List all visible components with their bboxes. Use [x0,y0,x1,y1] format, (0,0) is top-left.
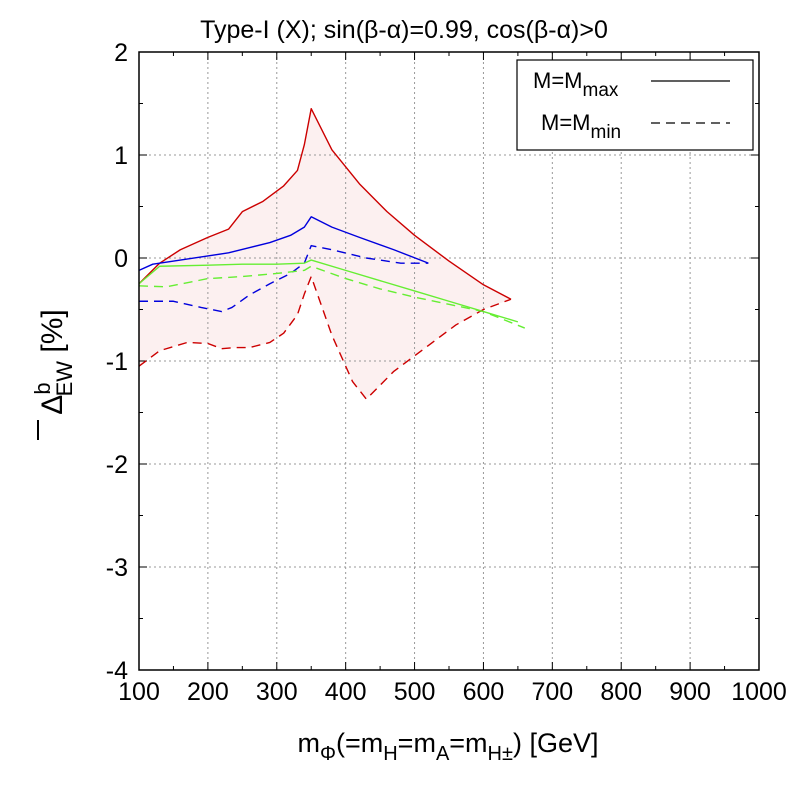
y-tick-label: -1 [106,348,128,376]
uncertainty-band [139,108,511,400]
legend: M=Mmax M=Mmin [516,59,754,151]
series-line-blue-solid [138,216,429,271]
series-line-green-solid [138,259,519,323]
x-tick-label: 900 [669,678,711,706]
x-tick-label: 500 [394,678,436,706]
tick-layer: 100 200 300 400 500 600 700 800 900 1000 -4 -3 -2 -1 0… [106,39,787,706]
x-tick-label: 300 [256,678,298,706]
grid-layer [139,52,759,670]
x-tick-label: 1000 [731,678,787,706]
plot-frame [138,51,760,671]
series-line-blue-dashed [139,244,429,313]
legend-label: M=Mmin [541,110,621,143]
series-layer [138,107,526,400]
y-tick-label: -2 [106,451,128,479]
x-tick-label: 700 [531,678,573,706]
x-tick-label: 800 [600,678,642,706]
series-line-red-solid [138,107,512,300]
axis-labels: mΦ(=mH=mA=mH±) [GeV] ΔbEW [%] [30,309,599,765]
y-tick-label: 1 [114,142,128,170]
series-line-red-dashed [138,275,512,400]
x-tick-label: 400 [325,678,367,706]
y-tick-label: 2 [114,39,128,67]
chart-title: Type-I (X); sin(β-α)=0.99, cos(β-α)>0 [200,16,608,44]
x-tick-label: 100 [118,678,160,706]
y-tick-label: -3 [106,554,128,582]
y-axis-label: ΔbEW [%] [30,309,77,440]
legend-box [516,59,754,151]
x-tick-label: 200 [187,678,229,706]
x-tick-label: 600 [463,678,505,706]
legend-label: M=Mmax [533,68,619,101]
y-tick-label: 0 [114,245,128,273]
x-axis-label: mΦ(=mH=mA=mH±) [GeV] [298,728,599,765]
band-layer [139,108,511,400]
series-line-green-dashed [138,265,526,329]
y-tick-label: -4 [106,657,128,685]
y-axis-label-text: ΔbEW [%] [30,309,77,414]
